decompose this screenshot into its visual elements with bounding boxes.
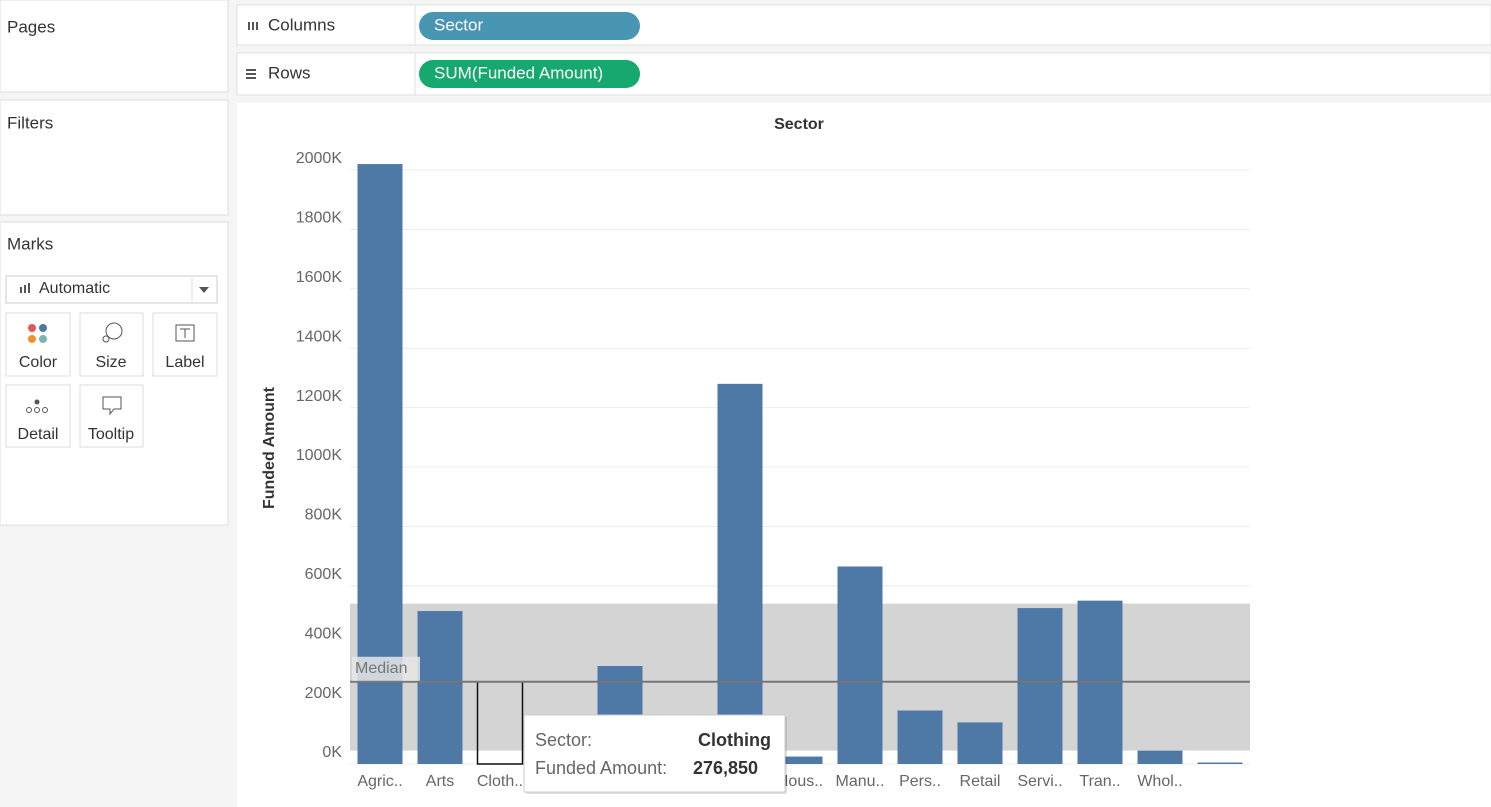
icon: [102, 335, 110, 343]
y-tick-label: 0K: [322, 744, 342, 761]
bar: [777, 756, 823, 764]
filters-pane: [0, 99, 229, 216]
mark-type-dropdown[interactable]: [5, 275, 218, 304]
y-tick-label: 1600K: [296, 269, 343, 286]
label-card[interactable]: Label: [152, 312, 218, 377]
x-tick-label: Agric..: [357, 773, 402, 790]
bar: [717, 383, 763, 764]
x-tick-label: Hous..: [777, 773, 823, 790]
x-tick-label: Arts: [426, 773, 454, 790]
y-tick-label: 400K: [305, 625, 343, 642]
median-label: Median: [355, 660, 407, 677]
y-tick-label: 1800K: [296, 210, 343, 227]
y-tick-label: 1400K: [296, 328, 343, 345]
bar: [1197, 762, 1243, 764]
x-axis-title: Sector: [774, 116, 824, 133]
filters-title: Filters: [7, 113, 53, 132]
card[interactable]: [5, 384, 71, 448]
card-label: Size: [95, 354, 126, 371]
median-label-box: [352, 656, 420, 681]
detail-card[interactable]: Detail: [5, 384, 71, 448]
x-tick-label: Servi..: [1017, 773, 1062, 790]
measure-pill[interactable]: [419, 60, 640, 88]
icon: [28, 335, 36, 343]
x-tick-label: Cloth..: [477, 773, 523, 790]
bar: [837, 566, 883, 764]
bar: [1017, 608, 1063, 764]
columns-icon: [248, 22, 258, 30]
icon: [26, 407, 32, 413]
card-label: Detail: [18, 426, 59, 443]
icon: [28, 324, 36, 332]
tooltip-value: Clothing: [698, 730, 771, 750]
y-tick-label: 1000K: [296, 447, 343, 464]
card-label: Label: [165, 354, 204, 371]
y-tick-label: 200K: [305, 685, 343, 702]
tooltip-card[interactable]: Tooltip: [79, 384, 144, 448]
card-label: Color: [19, 354, 58, 371]
icon: [180, 328, 190, 338]
icon: [39, 324, 47, 332]
tooltip-label: Sector:: [535, 730, 592, 750]
icon: [175, 324, 195, 342]
x-tick-label: Manu..: [836, 773, 885, 790]
pill-label: Sector: [434, 15, 483, 34]
bar: [1137, 750, 1183, 764]
bar: [897, 710, 943, 764]
pages-title: Pages: [7, 17, 55, 36]
bar: [957, 722, 1003, 764]
y-axis-title: Funded Amount: [261, 386, 278, 509]
card[interactable]: [79, 384, 144, 448]
tooltip-label: Funded Amount:: [535, 758, 667, 778]
icon: [34, 407, 40, 413]
bar: [417, 611, 463, 764]
card[interactable]: [152, 312, 218, 377]
mark-type: Automatic: [39, 280, 110, 297]
card[interactable]: [5, 312, 71, 377]
shelf-label: Columns: [268, 15, 335, 34]
icon: [34, 399, 40, 405]
dimension-pill[interactable]: [419, 12, 640, 40]
card-label: Tooltip: [88, 426, 134, 443]
y-tick-label: 1200K: [296, 388, 343, 405]
x-tick-label: Whol..: [1137, 773, 1182, 790]
color-card[interactable]: Color: [5, 312, 71, 377]
tooltip-box: [523, 714, 786, 793]
pill-label: SUM(Funded Amount): [434, 63, 603, 82]
y-tick-label: 2000K: [296, 150, 343, 167]
size-card[interactable]: Size: [79, 312, 144, 377]
icon: [102, 396, 122, 416]
marks-title: Marks: [7, 234, 53, 253]
y-tick-label: 800K: [305, 507, 343, 524]
tooltip-value: 276,850: [693, 758, 758, 778]
shelf-label: Rows: [268, 63, 311, 82]
x-tick-label: Retail: [960, 773, 1001, 790]
pages-pane: [0, 0, 229, 93]
x-tick-label: Pers..: [899, 773, 941, 790]
dropdown-arrow: [199, 287, 209, 293]
rows-icon: [246, 69, 256, 79]
y-tick-label: 600K: [305, 566, 343, 583]
bar-icon: [20, 283, 30, 293]
tooltip: Sector: Clothing Funded Amount: 276,850: [523, 714, 787, 794]
icon: [39, 335, 47, 343]
x-tick-label: Tran..: [1079, 773, 1120, 790]
icon: [42, 407, 48, 413]
icon: [105, 322, 123, 340]
